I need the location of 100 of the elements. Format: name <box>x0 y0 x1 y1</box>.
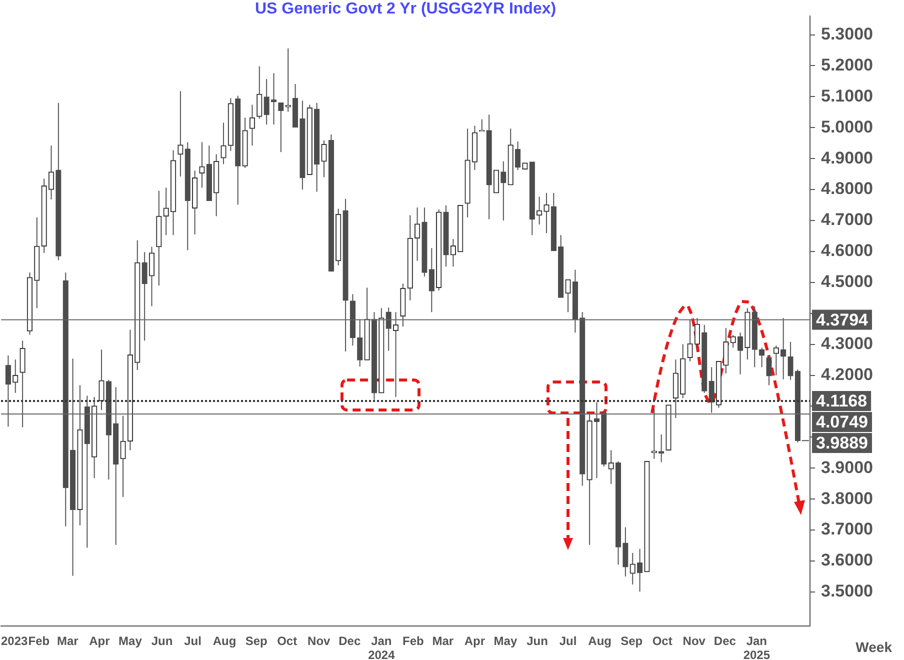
candlestick <box>235 95 241 206</box>
candlestick <box>371 312 378 400</box>
x-tick-label: Jun <box>526 634 548 648</box>
y-tick-label: 3.6000 <box>821 550 873 570</box>
candlestick <box>636 548 643 592</box>
candlestick <box>565 279 571 313</box>
candlestick <box>414 207 420 262</box>
candlestick <box>199 142 205 188</box>
candlestick <box>142 252 148 342</box>
y-tick-label: 4.5000 <box>821 272 873 292</box>
ref-line-label: 4.0749 <box>816 412 868 432</box>
ref-line-label: 4.1168 <box>816 392 868 411</box>
x-tick-label: Sep <box>245 634 268 648</box>
y-tick-label: 4.8000 <box>821 179 873 198</box>
candlestick <box>450 238 456 268</box>
candlestick <box>680 344 686 399</box>
candlestick <box>550 192 556 252</box>
candlestick <box>300 100 306 190</box>
text: Week <box>856 638 892 655</box>
annotation: 3.9889 <box>816 434 868 453</box>
candlestick <box>306 104 312 176</box>
candlestick <box>486 114 492 220</box>
candlestick <box>544 192 550 234</box>
y-tick-label: 4.7000 <box>821 210 873 230</box>
y-tick-label: 4.6000 <box>821 241 873 260</box>
candlestick <box>586 412 592 546</box>
candlestick <box>70 358 76 576</box>
candlestick <box>228 98 234 152</box>
candlestick <box>428 248 434 313</box>
candlestick <box>558 234 564 298</box>
x-tick-label: May <box>118 634 142 648</box>
candlestick <box>56 102 62 261</box>
x-tick-label: May <box>494 634 518 648</box>
y-tick-label: 4.2000 <box>821 364 873 384</box>
x-tick-label: Aug <box>212 634 236 648</box>
candlestick <box>378 308 384 394</box>
candlestick <box>134 240 140 371</box>
candlestick <box>342 198 348 352</box>
x-tick-label: Dec <box>714 634 736 648</box>
candlestick <box>5 354 12 428</box>
x-tick-label: Feb <box>28 634 50 648</box>
candlestick <box>26 272 33 336</box>
candlestick <box>120 415 126 498</box>
candlestick <box>106 379 112 480</box>
candlestick <box>12 358 18 394</box>
candlestick <box>220 122 226 165</box>
candlestick <box>264 78 270 126</box>
candlestick <box>436 208 442 291</box>
candlestick <box>422 207 428 278</box>
candlestick <box>328 134 334 272</box>
candlestick <box>758 347 765 368</box>
y-tick-label: 3.9000 <box>821 458 873 477</box>
candlestick <box>572 269 578 334</box>
x-tick-label: Dec <box>338 634 361 648</box>
candlestick <box>192 170 198 235</box>
x-tick-label: Apr <box>89 634 110 648</box>
candlestick <box>608 450 614 484</box>
candlestick <box>737 332 744 375</box>
candlestick <box>443 204 449 268</box>
x-tick-label: Mar <box>56 634 79 648</box>
candlestick <box>336 208 342 266</box>
candlestick <box>156 190 162 286</box>
candlestick <box>392 312 399 398</box>
y-tick-label: 3.5000 <box>821 582 873 601</box>
candlestick <box>788 341 794 380</box>
candlestick <box>292 83 298 128</box>
candlestick <box>472 125 478 171</box>
x-tick-label: Jul <box>184 634 202 648</box>
candlestick <box>580 312 586 486</box>
x-tick-label: Jan 2025 <box>743 634 770 660</box>
candlestick <box>522 162 528 170</box>
candlestick <box>350 294 356 346</box>
x-tick-label: Aug <box>588 634 612 648</box>
candlestick <box>364 287 370 360</box>
x-tick-label: Apr <box>464 634 486 648</box>
ref-line-label: 4.3794 <box>816 310 869 330</box>
chart-title: US Generic Govt 2 Yr (USGG2YR Index) <box>254 0 556 18</box>
candlestick <box>206 145 212 202</box>
candlestick <box>508 128 514 186</box>
y-tick-label: 3.8000 <box>821 488 873 508</box>
y-tick-label: 4.9000 <box>821 148 873 168</box>
candlestick <box>163 187 169 236</box>
candlestick <box>249 104 256 146</box>
candlestick <box>407 214 413 301</box>
candlestick <box>730 334 736 348</box>
candlestick <box>529 162 535 236</box>
candlestick <box>708 366 714 414</box>
y-tick-label: 5.0000 <box>821 117 873 136</box>
candlestick <box>321 140 327 178</box>
candlestick <box>644 460 650 572</box>
x-tick-label: Jul <box>559 634 577 648</box>
candlestick <box>214 154 220 217</box>
candlestick <box>493 170 500 194</box>
candlestick <box>615 460 622 566</box>
x-tick-label: 2023 <box>0 634 28 648</box>
candlestick <box>357 318 363 368</box>
candlestick <box>270 72 277 126</box>
candlestick <box>113 386 119 546</box>
x-tick-label: Feb <box>402 634 424 648</box>
x-tick-label: Sep <box>620 634 643 648</box>
